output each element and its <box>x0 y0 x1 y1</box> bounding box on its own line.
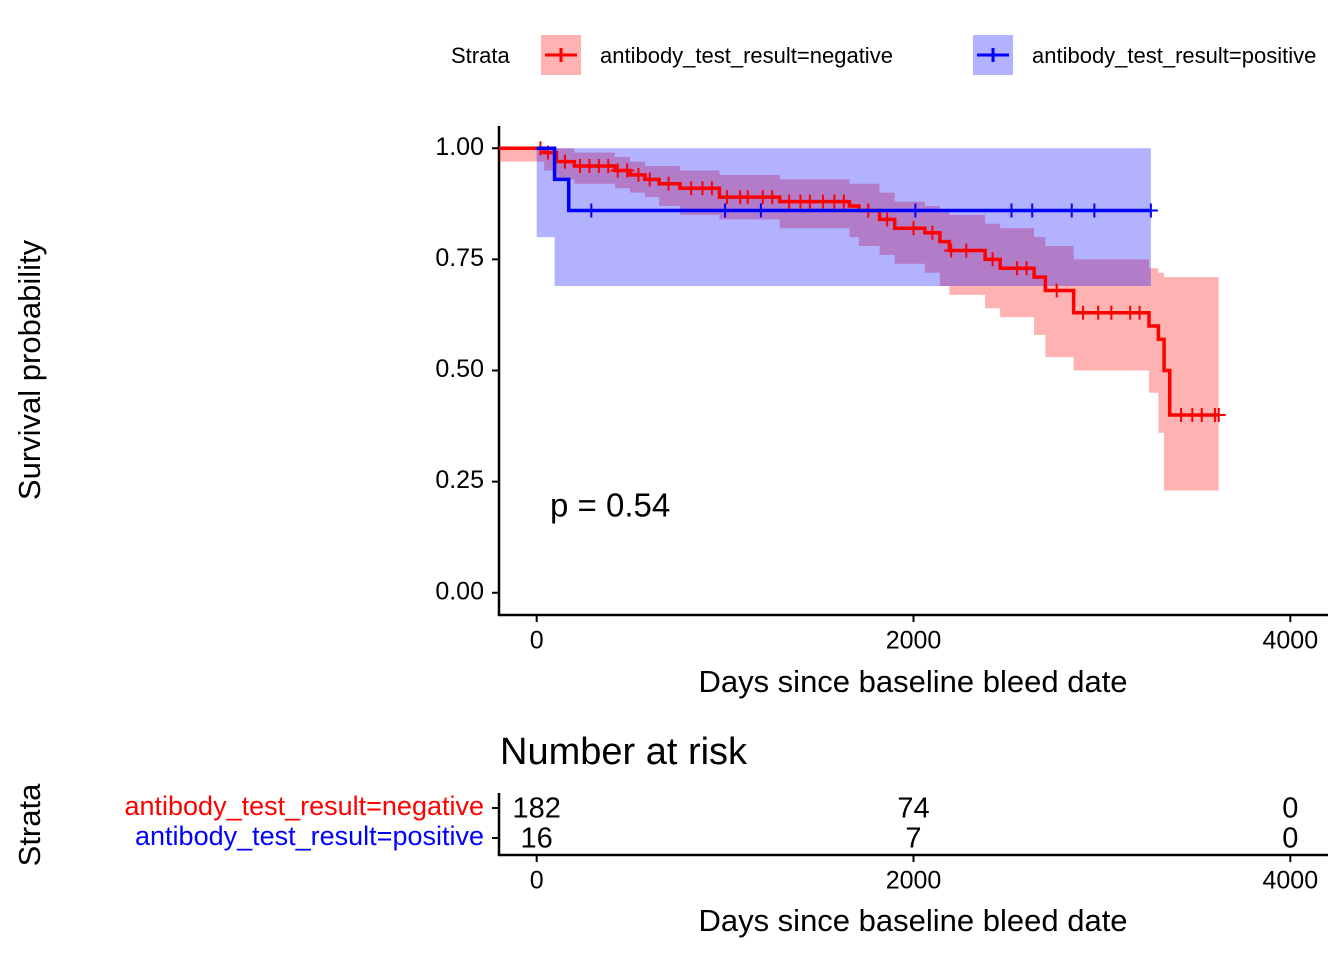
x-tick-label: 0 <box>530 627 544 655</box>
censor-mark <box>959 243 974 258</box>
censor-mark <box>584 203 599 218</box>
censor-mark <box>642 172 657 187</box>
censor-mark <box>631 167 646 182</box>
censor-mark <box>620 163 635 178</box>
censor-mark <box>740 190 755 205</box>
censor-mark <box>906 221 921 236</box>
censor-mark <box>836 194 851 209</box>
censor-mark <box>601 159 616 174</box>
y-tick-label: 0.75 <box>435 244 484 272</box>
x-tick-label: 4000 <box>1263 627 1319 655</box>
risk-count: 0 <box>1282 823 1298 855</box>
y-axis-title: Survival probability <box>12 239 47 500</box>
confidence-band <box>499 148 1219 491</box>
y-tick-label: 0.25 <box>435 466 484 494</box>
censor-mark <box>1025 203 1040 218</box>
legend-label: antibody_test_result=positive <box>1032 43 1316 68</box>
censor-mark <box>718 203 733 218</box>
risk-count: 0 <box>1282 793 1298 825</box>
censor-mark <box>908 203 923 218</box>
censor-mark <box>753 203 768 218</box>
censor-mark <box>1091 305 1106 320</box>
censor-mark <box>1064 203 1079 218</box>
risk-count: 74 <box>897 793 929 825</box>
censor-mark <box>719 190 734 205</box>
censor-mark <box>1211 407 1226 422</box>
censor-mark <box>1076 305 1091 320</box>
censor-mark <box>704 181 719 196</box>
x-tick-label: 2000 <box>886 627 942 655</box>
survival-line <box>536 146 1151 213</box>
risk-count: 7 <box>905 823 921 855</box>
legend-title: Strata <box>451 43 510 68</box>
x-tick-label: 2000 <box>886 867 942 895</box>
censor-mark <box>1194 407 1209 422</box>
row-label: antibody_test_result=negative <box>124 791 484 821</box>
x-tick-label: 0 <box>530 867 544 895</box>
legend-label: antibody_test_result=negative <box>600 43 893 68</box>
censor-mark <box>1049 283 1064 298</box>
censor-mark <box>880 212 895 227</box>
censor-mark <box>944 243 959 258</box>
censor-mark <box>1104 305 1119 320</box>
risk-title: Number at risk <box>500 731 748 773</box>
censor-mark <box>765 190 780 205</box>
risk-count: 182 <box>512 793 560 825</box>
censor-mark <box>925 225 940 240</box>
risk-x-axis-title: Days since baseline bleed date <box>698 903 1127 938</box>
censor-mark <box>661 176 676 191</box>
censor-mark <box>557 154 572 169</box>
censor-mark <box>1019 261 1034 276</box>
risk-y-axis-title: Strata <box>12 783 47 866</box>
x-axis-title: Days since baseline bleed date <box>698 664 1127 699</box>
x-tick-label: 4000 <box>1263 867 1319 895</box>
censor-mark <box>985 252 1000 267</box>
y-tick-label: 1.00 <box>435 133 484 161</box>
risk-count: 16 <box>521 823 553 855</box>
censor-mark <box>1004 203 1019 218</box>
p-value: p = 0.54 <box>550 487 670 524</box>
censor-mark <box>802 194 817 209</box>
legend-key-line <box>545 48 577 62</box>
row-label: antibody_test_result=positive <box>135 821 484 851</box>
censor-mark <box>1132 305 1147 320</box>
censor-mark <box>1087 203 1102 218</box>
y-tick-label: 0.50 <box>435 355 484 383</box>
censor-mark <box>1143 203 1158 218</box>
legend-key-line <box>977 48 1009 62</box>
y-tick-label: 0.00 <box>435 577 484 605</box>
